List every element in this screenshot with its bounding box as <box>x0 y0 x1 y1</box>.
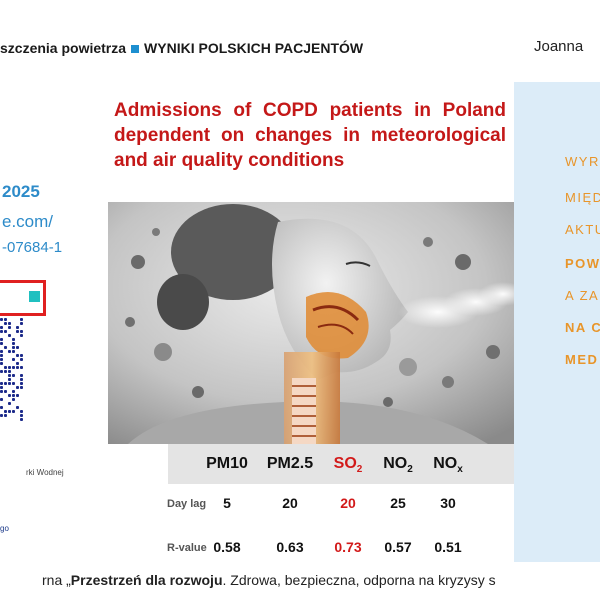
left-panel: 2025 e.com/ -07684-1 rki Wodnej go <box>0 82 108 562</box>
col-pm25: PM2.5 <box>266 455 314 472</box>
row-label-day-lag: Day lag <box>167 498 207 510</box>
right-panel-line: NA C <box>565 320 600 335</box>
table-cell: 20 <box>282 495 298 511</box>
right-panel-line: A ZA <box>565 288 600 303</box>
table-header-row: PM10 PM2.5 SO2 NO2 NOx <box>168 444 514 484</box>
right-panel-line: WYR <box>565 154 600 169</box>
table-cell: 20 <box>340 495 356 511</box>
row-label-r-value: R-value <box>167 542 207 554</box>
table-cell: 0.63 <box>276 539 304 555</box>
col-nox: NOx <box>433 455 463 476</box>
header-results-title: WYNIKI POLSKICH PACJENTÓW <box>144 40 364 56</box>
qr-code-icon[interactable] <box>0 318 24 424</box>
col-so2: SO2 <box>333 455 363 476</box>
url-line-1[interactable]: e.com/ <box>2 212 54 231</box>
slide-content: Admissions of COPD patients in Poland de… <box>108 82 514 562</box>
table-cell: 0.58 <box>213 539 241 555</box>
table-cell: 0.57 <box>384 539 412 555</box>
qr-highlight-frame <box>0 280 46 316</box>
footer-bold: Przestrzeń dla rozwoju <box>70 572 223 588</box>
right-panel-line: MED <box>565 352 599 367</box>
table-cell: 25 <box>390 495 406 511</box>
header-bar: szczenia powietrza WYNIKI POLSKICH PACJEN… <box>0 0 600 80</box>
trachea-rings <box>292 385 316 437</box>
footer-prefix: rna „ <box>42 572 71 588</box>
table-cell: 5 <box>223 495 231 511</box>
right-panel-line: MIĘD <box>565 190 600 205</box>
url-line-2: -07684-1 <box>2 239 63 256</box>
slide-title: Admissions of COPD patients in Poland de… <box>114 100 506 172</box>
right-panel-line: AKTU <box>565 222 600 237</box>
header-title: szczenia powietrza WYNIKI POLSKICH PACJEN… <box>0 40 363 56</box>
header-title-part: szczenia powietrza <box>0 40 127 56</box>
sponsor-text-1: rki Wodnej <box>26 468 64 477</box>
sponsor-text-2: go <box>0 524 9 533</box>
right-panel-line: POW <box>565 256 600 271</box>
anatomy-illustration <box>108 202 514 444</box>
header-author: Joanna <box>534 38 584 55</box>
col-pm10: PM10 <box>206 455 248 472</box>
footer-text: rna „Przestrzeń dla rozwoju. Zdrowa, bez… <box>42 572 496 588</box>
table-cell: 0.73 <box>334 539 362 555</box>
table-cell: 0.51 <box>434 539 462 555</box>
right-panel: WYR MIĘD AKTU POW A ZA NA C MED <box>514 82 600 562</box>
blue-square-bullet-icon <box>131 44 140 53</box>
teal-square-icon <box>29 291 40 302</box>
year-label: 2025 <box>2 182 40 201</box>
col-no2: NO2 <box>383 455 413 476</box>
footer-bar: rna „Przestrzeń dla rozwoju. Zdrowa, bez… <box>0 562 600 600</box>
table-cell: 30 <box>440 495 456 511</box>
footer-rest: . Zdrowa, bezpieczna, odporna na kryzysy… <box>222 572 496 588</box>
